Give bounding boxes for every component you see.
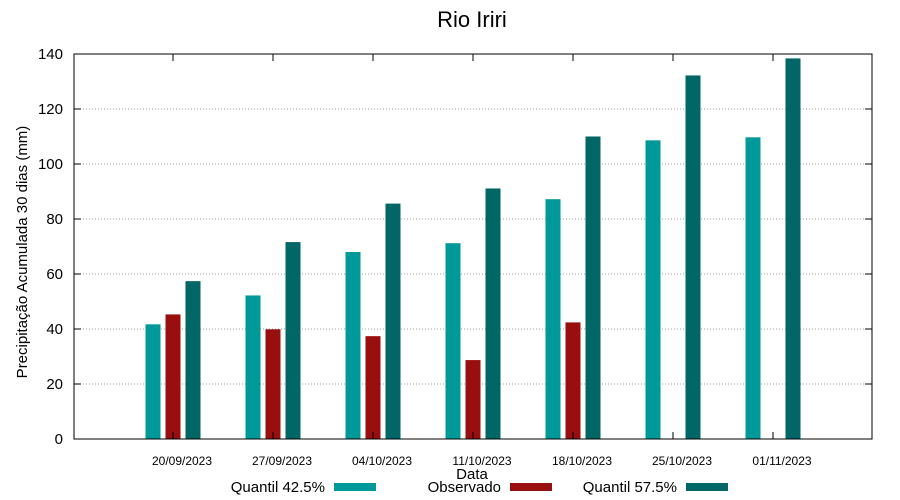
bar-series-2 — [685, 75, 701, 439]
legend-label: Quantil 42.5% — [231, 479, 325, 496]
y-tick-label: 80 — [46, 211, 63, 228]
x-axis-label: Data — [456, 466, 488, 483]
bar-series-2 — [385, 203, 401, 439]
bar-series-1 — [265, 329, 281, 439]
x-tick-label: 25/10/2023 — [652, 454, 712, 468]
y-axis-label: Precipitação Acumulada 30 dias (mm) — [14, 126, 31, 379]
y-tick-label: 60 — [46, 266, 63, 283]
bar-series-2 — [585, 136, 601, 439]
legend-swatch — [510, 483, 552, 491]
legend-label: Observado — [428, 479, 501, 496]
legend-label: Quantil 57.5% — [583, 479, 677, 496]
bar-series-1 — [165, 314, 181, 439]
x-tick-label: 27/09/2023 — [252, 454, 312, 468]
y-tick-label: 140 — [38, 46, 63, 63]
y-tick-label: 40 — [46, 321, 63, 338]
y-tick-label: 0 — [55, 431, 63, 448]
bar-series-2 — [285, 242, 301, 439]
bar-series-0 — [645, 140, 661, 439]
x-tick-label: 11/10/2023 — [452, 454, 511, 468]
bar-series-0 — [545, 199, 561, 439]
x-tick-label: 04/10/2023 — [352, 454, 412, 468]
bar-series-0 — [145, 324, 161, 439]
legend: Quantil 42.5% Observado Quantil 57.5% — [231, 479, 728, 496]
y-axis-ticks: 0 20 40 60 80 100 120 140 — [38, 46, 872, 448]
x-tick-label: 20/09/2023 — [152, 454, 212, 468]
bar-series-2 — [185, 281, 201, 439]
bar-series-0 — [245, 295, 261, 439]
bars — [145, 58, 801, 440]
bar-series-1 — [565, 322, 581, 439]
bar-series-2 — [785, 58, 801, 440]
bar-series-1 — [465, 360, 481, 439]
bar-series-2 — [485, 188, 501, 439]
bar-series-0 — [445, 243, 461, 439]
x-tick-label: 01/11/2023 — [752, 454, 811, 468]
chart-title: Rio Iriri — [437, 7, 507, 32]
y-tick-label: 100 — [38, 156, 63, 173]
bar-series-0 — [745, 137, 761, 439]
bar-series-0 — [345, 252, 361, 439]
x-axis-ticks: 20/09/2023 27/09/2023 04/10/2023 11/10/2023… — [152, 54, 812, 468]
legend-swatch — [686, 483, 728, 491]
bar-series-1 — [365, 336, 381, 439]
x-tick-label: 18/10/2023 — [552, 454, 612, 468]
y-tick-label: 20 — [46, 376, 63, 393]
y-tick-label: 120 — [38, 101, 63, 118]
legend-swatch — [334, 483, 376, 491]
